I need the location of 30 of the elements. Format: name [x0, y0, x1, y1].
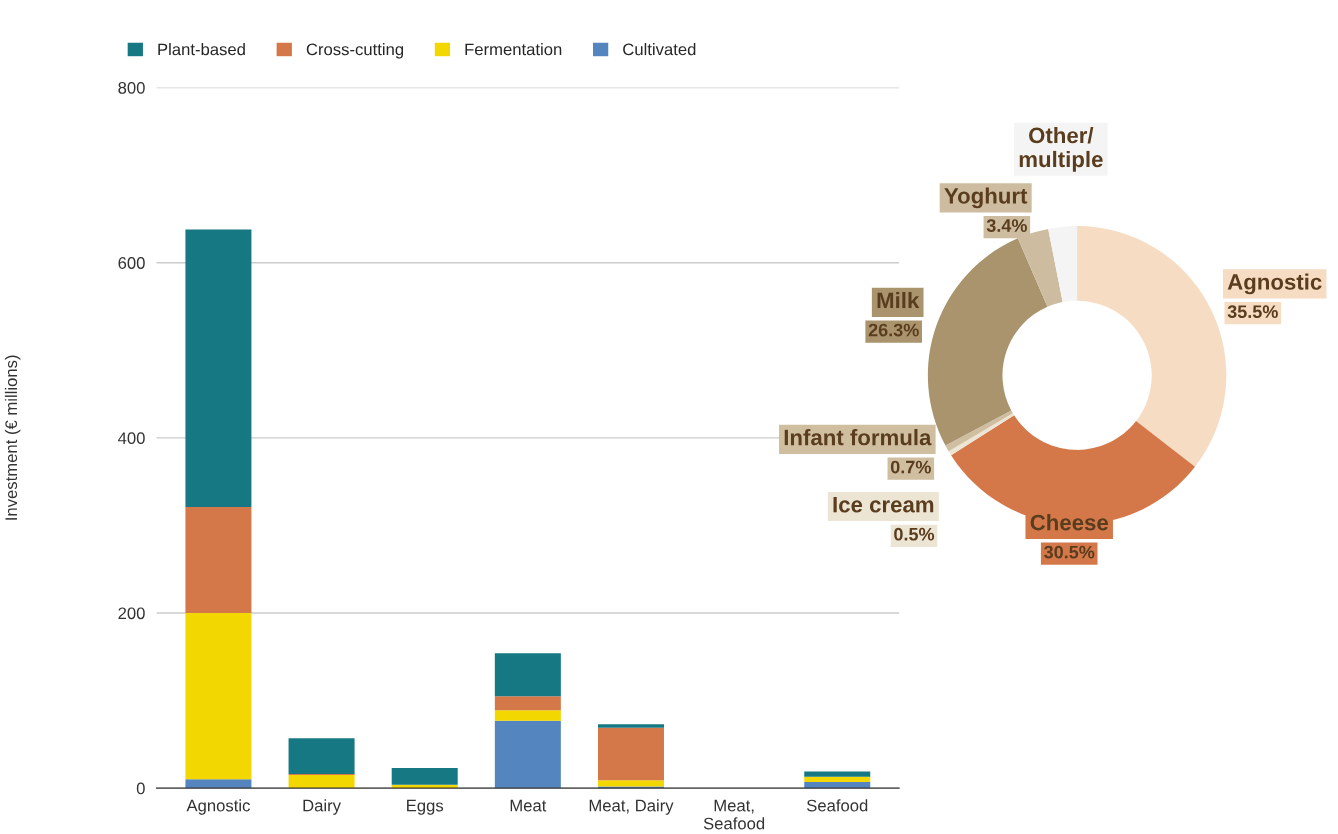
data-label: 3.4%	[986, 219, 1027, 232]
x-tick-label: Eggs	[407, 799, 444, 815]
x-tick-label: Agnostic	[186, 799, 250, 815]
slice-label: Milk	[877, 291, 920, 309]
slice-label: Cheese	[1030, 514, 1108, 531]
data-label: 26.3%	[868, 323, 919, 337]
x-tick-label: Dairy	[303, 799, 341, 815]
slice-label: Infant formula	[784, 429, 932, 446]
y-axis-title: Investment (€ millions)	[4, 355, 21, 520]
legend-label: Plant-based	[158, 43, 245, 56]
x-tick-label: Meat, Seafood	[703, 799, 765, 830]
y-tick-label: 400	[118, 432, 145, 445]
data-label: 30.5%	[1044, 545, 1095, 559]
slice-label: Agnostic	[1227, 273, 1322, 295]
legend-label: Cross-cutting	[306, 43, 404, 59]
x-tick-label: Meat, Dairy	[589, 799, 674, 815]
slice-label: Yoghurt	[944, 187, 1028, 209]
legend-label: Fermentation	[465, 43, 562, 56]
slice-label: Other/ multiple	[1019, 126, 1103, 172]
data-label: 0.5%	[894, 527, 935, 541]
x-tick-label: Seafood	[806, 799, 868, 812]
data-label: 0.7%	[890, 460, 931, 474]
y-tick-label: 600	[118, 257, 145, 269]
x-tick-label: Meat	[510, 799, 547, 812]
data-label: 35.5%	[1227, 305, 1278, 319]
slice-label: Ice cream	[833, 497, 934, 513]
legend-label: Cultivated	[623, 43, 696, 56]
y-tick-label: 800	[118, 81, 145, 94]
y-tick-label: 200	[118, 607, 145, 620]
y-tick-label: 0	[136, 782, 145, 795]
